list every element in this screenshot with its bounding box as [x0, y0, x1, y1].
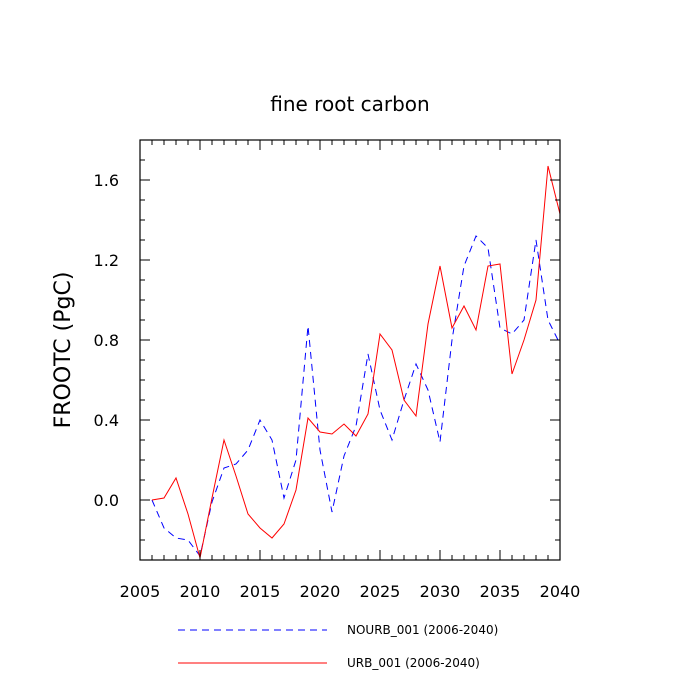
plot-frame	[139, 139, 561, 561]
series-line-1	[151, 165, 561, 559]
x-tick-label: 2005	[120, 582, 161, 601]
legend: NOURB_001 (2006-2040) URB_001 (2006-2040)	[178, 623, 498, 670]
plot-lines	[151, 165, 561, 559]
x-tick-label: 2035	[480, 582, 521, 601]
axis-tick-labels: 2005 2010 2015 2020 2025 2030 2035 2040 0.0 0.4 0.…	[94, 171, 581, 601]
y-tick-label: 0.4	[94, 411, 119, 430]
y-tick-label: 1.6	[94, 171, 119, 190]
x-tick-label: 2015	[240, 582, 281, 601]
x-tick-label: 2010	[180, 582, 221, 601]
axis-ticks	[139, 139, 561, 561]
legend-label-0: NOURB_001 (2006-2040)	[347, 623, 498, 637]
y-tick-label: 0.8	[94, 331, 119, 350]
series-line-0	[151, 235, 561, 558]
x-tick-label: 2020	[300, 582, 341, 601]
x-tick-label: 2030	[420, 582, 461, 601]
y-tick-label: 1.2	[94, 251, 119, 270]
y-tick-label: 0.0	[94, 491, 119, 510]
x-tick-label: 2025	[360, 582, 401, 601]
legend-label-1: URB_001 (2006-2040)	[347, 656, 480, 670]
y-axis-label: FROOTC (PgC)	[51, 272, 76, 429]
x-tick-label: 2040	[540, 582, 581, 601]
chart-title: fine root carbon	[270, 92, 429, 116]
